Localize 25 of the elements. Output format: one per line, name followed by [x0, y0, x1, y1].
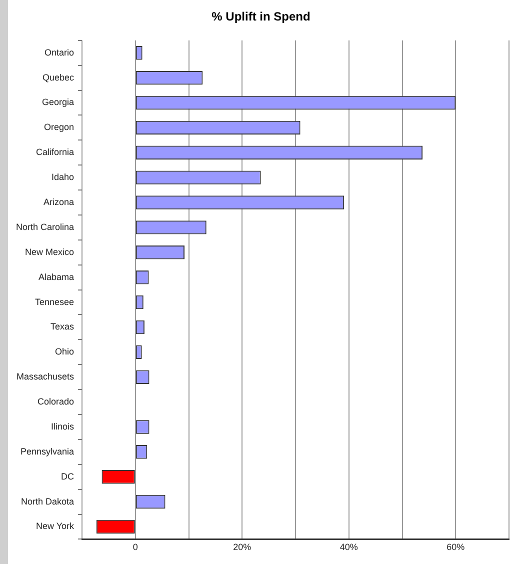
- y-tick-label: North Carolina: [16, 222, 74, 232]
- x-tick-label: 60%: [446, 542, 465, 552]
- y-tick-label: Ontario: [44, 47, 74, 58]
- y-tick-label: Pennsylvania: [20, 446, 74, 456]
- y-tick-label: Ilinois: [51, 421, 75, 432]
- x-tick-label: 0: [132, 542, 138, 552]
- y-tick-label: Quebec: [42, 72, 75, 82]
- y-tick-label: Massachusets: [16, 372, 75, 382]
- x-tick-label: 40%: [340, 542, 358, 552]
- y-tick-label: DC: [61, 471, 75, 482]
- y-tick-label: Ohio: [55, 346, 74, 357]
- chart-title: % Uplift in Spend: [212, 10, 310, 24]
- y-tick-label: New Mexico: [25, 246, 74, 257]
- y-tick-label: Colorado: [37, 396, 74, 407]
- y-tick-label: Oregon: [44, 122, 74, 132]
- y-tick-label: California: [36, 147, 74, 158]
- y-tick-label: North Dakota: [20, 496, 74, 506]
- y-tick-label: Georgia: [42, 97, 74, 108]
- y-tick-label: New York: [36, 521, 75, 532]
- y-tick-label: Idaho: [51, 172, 74, 182]
- y-tick-label: Alabama: [38, 272, 74, 282]
- x-tick-label: 20%: [233, 542, 252, 552]
- y-tick-label: Tennesee: [34, 296, 74, 307]
- y-tick-label: Arizona: [44, 196, 74, 207]
- y-tick-label: Texas: [50, 322, 75, 332]
